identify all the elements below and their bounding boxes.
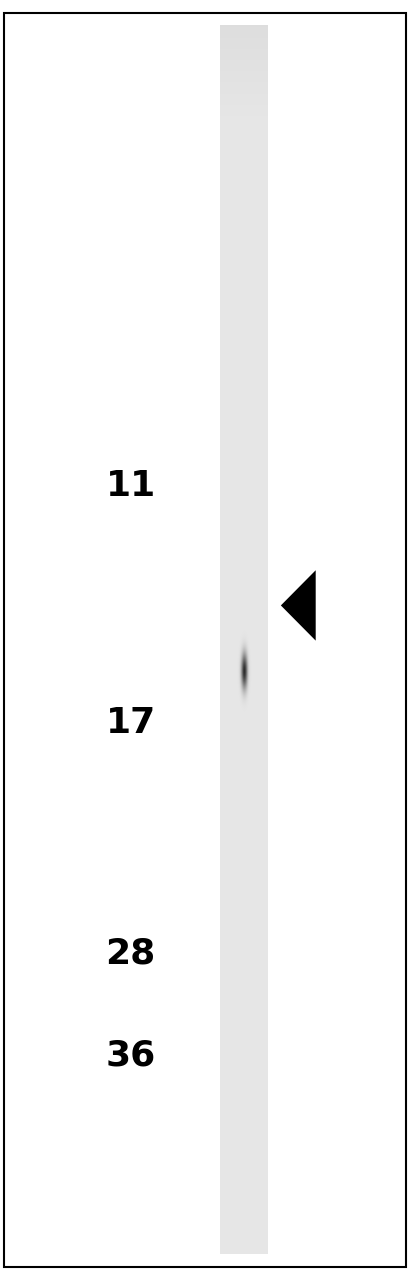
Text: 28: 28 bbox=[105, 937, 155, 970]
Text: 36: 36 bbox=[105, 1039, 155, 1073]
Text: 17: 17 bbox=[105, 707, 155, 740]
Polygon shape bbox=[280, 571, 315, 640]
Text: 11: 11 bbox=[105, 470, 155, 503]
